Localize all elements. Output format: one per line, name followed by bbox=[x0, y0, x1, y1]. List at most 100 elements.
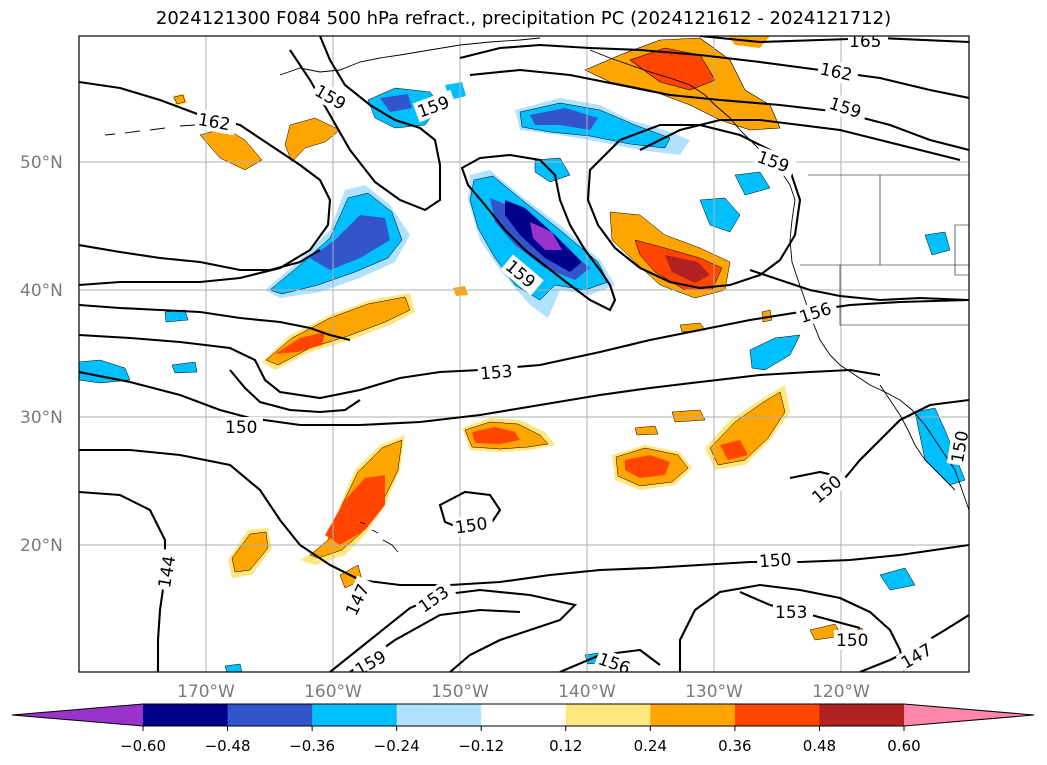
contour-label-150-baja-bg bbox=[946, 423, 969, 467]
contour-159-central bbox=[460, 153, 617, 312]
fill-small-orange-3 bbox=[671, 409, 706, 423]
contour-label-156-bg bbox=[794, 296, 840, 328]
aleutian-islands bbox=[104, 124, 196, 136]
map-frame-border bbox=[78, 35, 970, 673]
contour-label-153-se-bg bbox=[773, 602, 813, 622]
fill-alaska-red bbox=[629, 47, 716, 91]
fill-jet-purple bbox=[530, 222, 562, 250]
contour-162-north bbox=[459, 43, 969, 100]
fill-sw-red bbox=[325, 475, 385, 545]
fill-sw-small-orange bbox=[231, 531, 269, 573]
colorbar-tick-label: −0.12 bbox=[458, 737, 504, 755]
contour-162-west bbox=[79, 80, 332, 287]
contour-150-small-loop bbox=[438, 490, 502, 532]
contour-label-159-n-bg bbox=[412, 89, 458, 123]
latitude-labels: 50°N 40°N 30°N 20°N bbox=[20, 153, 63, 556]
colorbar-segment bbox=[481, 704, 567, 726]
contour-label-150-baja: 150 bbox=[948, 429, 973, 464]
lon-label-160w: 160°W bbox=[304, 682, 362, 702]
contour-156-west bbox=[79, 303, 351, 342]
fill-small-orange-1 bbox=[173, 94, 186, 105]
contour-label-147-w-bg bbox=[340, 575, 376, 621]
hawaii-islands bbox=[359, 521, 399, 553]
fill-east-cell-red bbox=[625, 455, 670, 478]
fill-central-west-blue-dark bbox=[310, 215, 390, 270]
colorbar-tick-label: −0.24 bbox=[374, 737, 420, 755]
fill-far-west-blue bbox=[79, 359, 131, 384]
fill-west-orange-2 bbox=[284, 117, 341, 163]
contour-156-se bbox=[559, 648, 661, 672]
contour-label-144-bg bbox=[153, 548, 181, 592]
lat-label-40n: 40°N bbox=[20, 281, 63, 301]
colorbar-segment bbox=[143, 704, 229, 726]
lon-label-130w: 130°W bbox=[685, 682, 743, 702]
lat-label-30n: 30°N bbox=[20, 408, 63, 428]
colorbar-segment bbox=[734, 704, 820, 726]
coastline-bc bbox=[779, 169, 969, 511]
contour-label-147-se-bg bbox=[895, 636, 941, 672]
longitude-labels: 170°W 160°W 150°W 140°W 130°W 120°W bbox=[177, 682, 870, 702]
colorbar-tick-label: 0.60 bbox=[887, 737, 920, 755]
colorbar-segment bbox=[565, 704, 651, 726]
contour-label-150-w-bg bbox=[223, 417, 263, 437]
contour-156-east bbox=[639, 118, 961, 162]
colorbar-extend-max bbox=[904, 704, 1034, 726]
fill-coast-blue-2 bbox=[734, 171, 771, 196]
fill-band-red bbox=[275, 332, 325, 354]
contour-label-159-w-bg bbox=[309, 79, 355, 117]
colorbar-tick-label: 0.12 bbox=[549, 737, 582, 755]
coastline-alaska bbox=[279, 37, 541, 76]
contour-label-153-s-bg bbox=[412, 578, 458, 618]
contour-label-150-e-bg bbox=[806, 467, 850, 509]
lon-label-150w: 150°W bbox=[431, 682, 489, 702]
contour-label-153-se: 153 bbox=[775, 603, 807, 623]
contour-153-south bbox=[329, 588, 578, 672]
colorbar-segment bbox=[227, 704, 313, 726]
contour-label-159-c-bg bbox=[500, 254, 544, 296]
contour-label-150-se: 150 bbox=[836, 631, 868, 651]
contour-150-right bbox=[789, 398, 969, 480]
coastline-baja bbox=[879, 384, 956, 491]
contour-label-153-bg bbox=[477, 360, 519, 384]
contour-label-165: 165 bbox=[849, 32, 881, 52]
fill-small-orange-5 bbox=[634, 425, 659, 436]
precipitation-fills bbox=[79, 36, 966, 672]
fill-gulf-blue-dark bbox=[530, 108, 598, 130]
colorbar-segment bbox=[819, 704, 905, 726]
lat-label-20n: 20°N bbox=[20, 536, 63, 556]
contour-label-150-se-bg bbox=[834, 630, 874, 650]
contour-label-150-s-bg bbox=[756, 548, 798, 572]
contour-150-central bbox=[79, 368, 881, 427]
colorbar-extend-min bbox=[12, 704, 143, 726]
colorbar-segment bbox=[396, 704, 482, 726]
colorbar-tick-label: 0.36 bbox=[718, 737, 751, 755]
chart-title: 2024121300 F084 500 hPa refract., precip… bbox=[155, 8, 892, 29]
fill-coast-blue-3 bbox=[749, 334, 801, 371]
fill-east-cell2-red bbox=[720, 440, 748, 460]
contour-label-156-s-bg bbox=[593, 647, 639, 672]
gridlines bbox=[79, 36, 969, 672]
contour-label-162-bg bbox=[816, 58, 860, 86]
lon-label-120w: 120°W bbox=[812, 682, 870, 702]
colorbar-tick-label: −0.48 bbox=[205, 737, 251, 755]
contour-150-se bbox=[678, 583, 907, 672]
lon-label-140w: 140°W bbox=[558, 682, 616, 702]
lon-label-170w: 170°W bbox=[177, 682, 235, 702]
contour-159-loop bbox=[289, 36, 442, 212]
contour-label-153: 153 bbox=[479, 362, 513, 385]
colorbar-tick-label: 0.24 bbox=[634, 737, 667, 755]
contour-label-159-s-bg bbox=[349, 643, 395, 672]
fill-east-darkred bbox=[665, 255, 710, 283]
contour-156-coast bbox=[749, 269, 969, 302]
state-border-4 bbox=[839, 265, 969, 326]
fill-coast-blue-1 bbox=[699, 197, 741, 233]
contour-153-central bbox=[79, 298, 969, 400]
contour-label-165-bg bbox=[848, 36, 888, 48]
fill-se-blue bbox=[879, 567, 916, 591]
contour-label-159-ne-bg bbox=[824, 92, 870, 124]
colorbar-tick-label: 0.48 bbox=[803, 737, 836, 755]
contour-label-150-w: 150 bbox=[225, 418, 257, 438]
fill-coast-blue-4 bbox=[924, 231, 951, 256]
colorbar-tick-label: −0.36 bbox=[289, 737, 335, 755]
